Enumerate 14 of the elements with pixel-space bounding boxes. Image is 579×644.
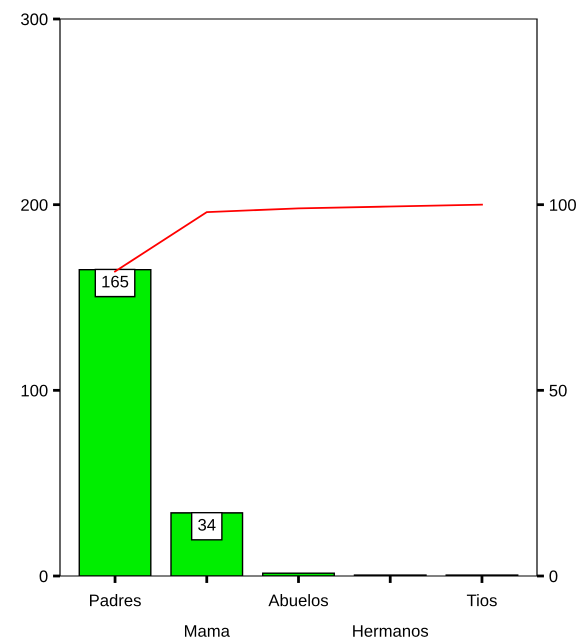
x-tick-label: Abuelos: [268, 594, 328, 606]
y2-tick-label: 0: [549, 570, 558, 582]
y2-tick-label: 100: [550, 199, 576, 211]
x-tick-label: Tios: [466, 594, 497, 606]
x-tick-label: Hermanos: [353, 625, 428, 637]
y-tick-label: 200: [21, 199, 48, 211]
x-tick-label: Padres: [90, 594, 141, 606]
y2-tick-label: 50: [549, 384, 567, 397]
y-tick-label: 0: [40, 570, 48, 582]
data-label: 34: [198, 518, 216, 531]
data-label: 165: [102, 276, 128, 288]
y-tick-label: 100: [22, 384, 48, 397]
x-tick-label: Mama: [184, 625, 230, 637]
y-tick-label: 300: [21, 13, 48, 26]
